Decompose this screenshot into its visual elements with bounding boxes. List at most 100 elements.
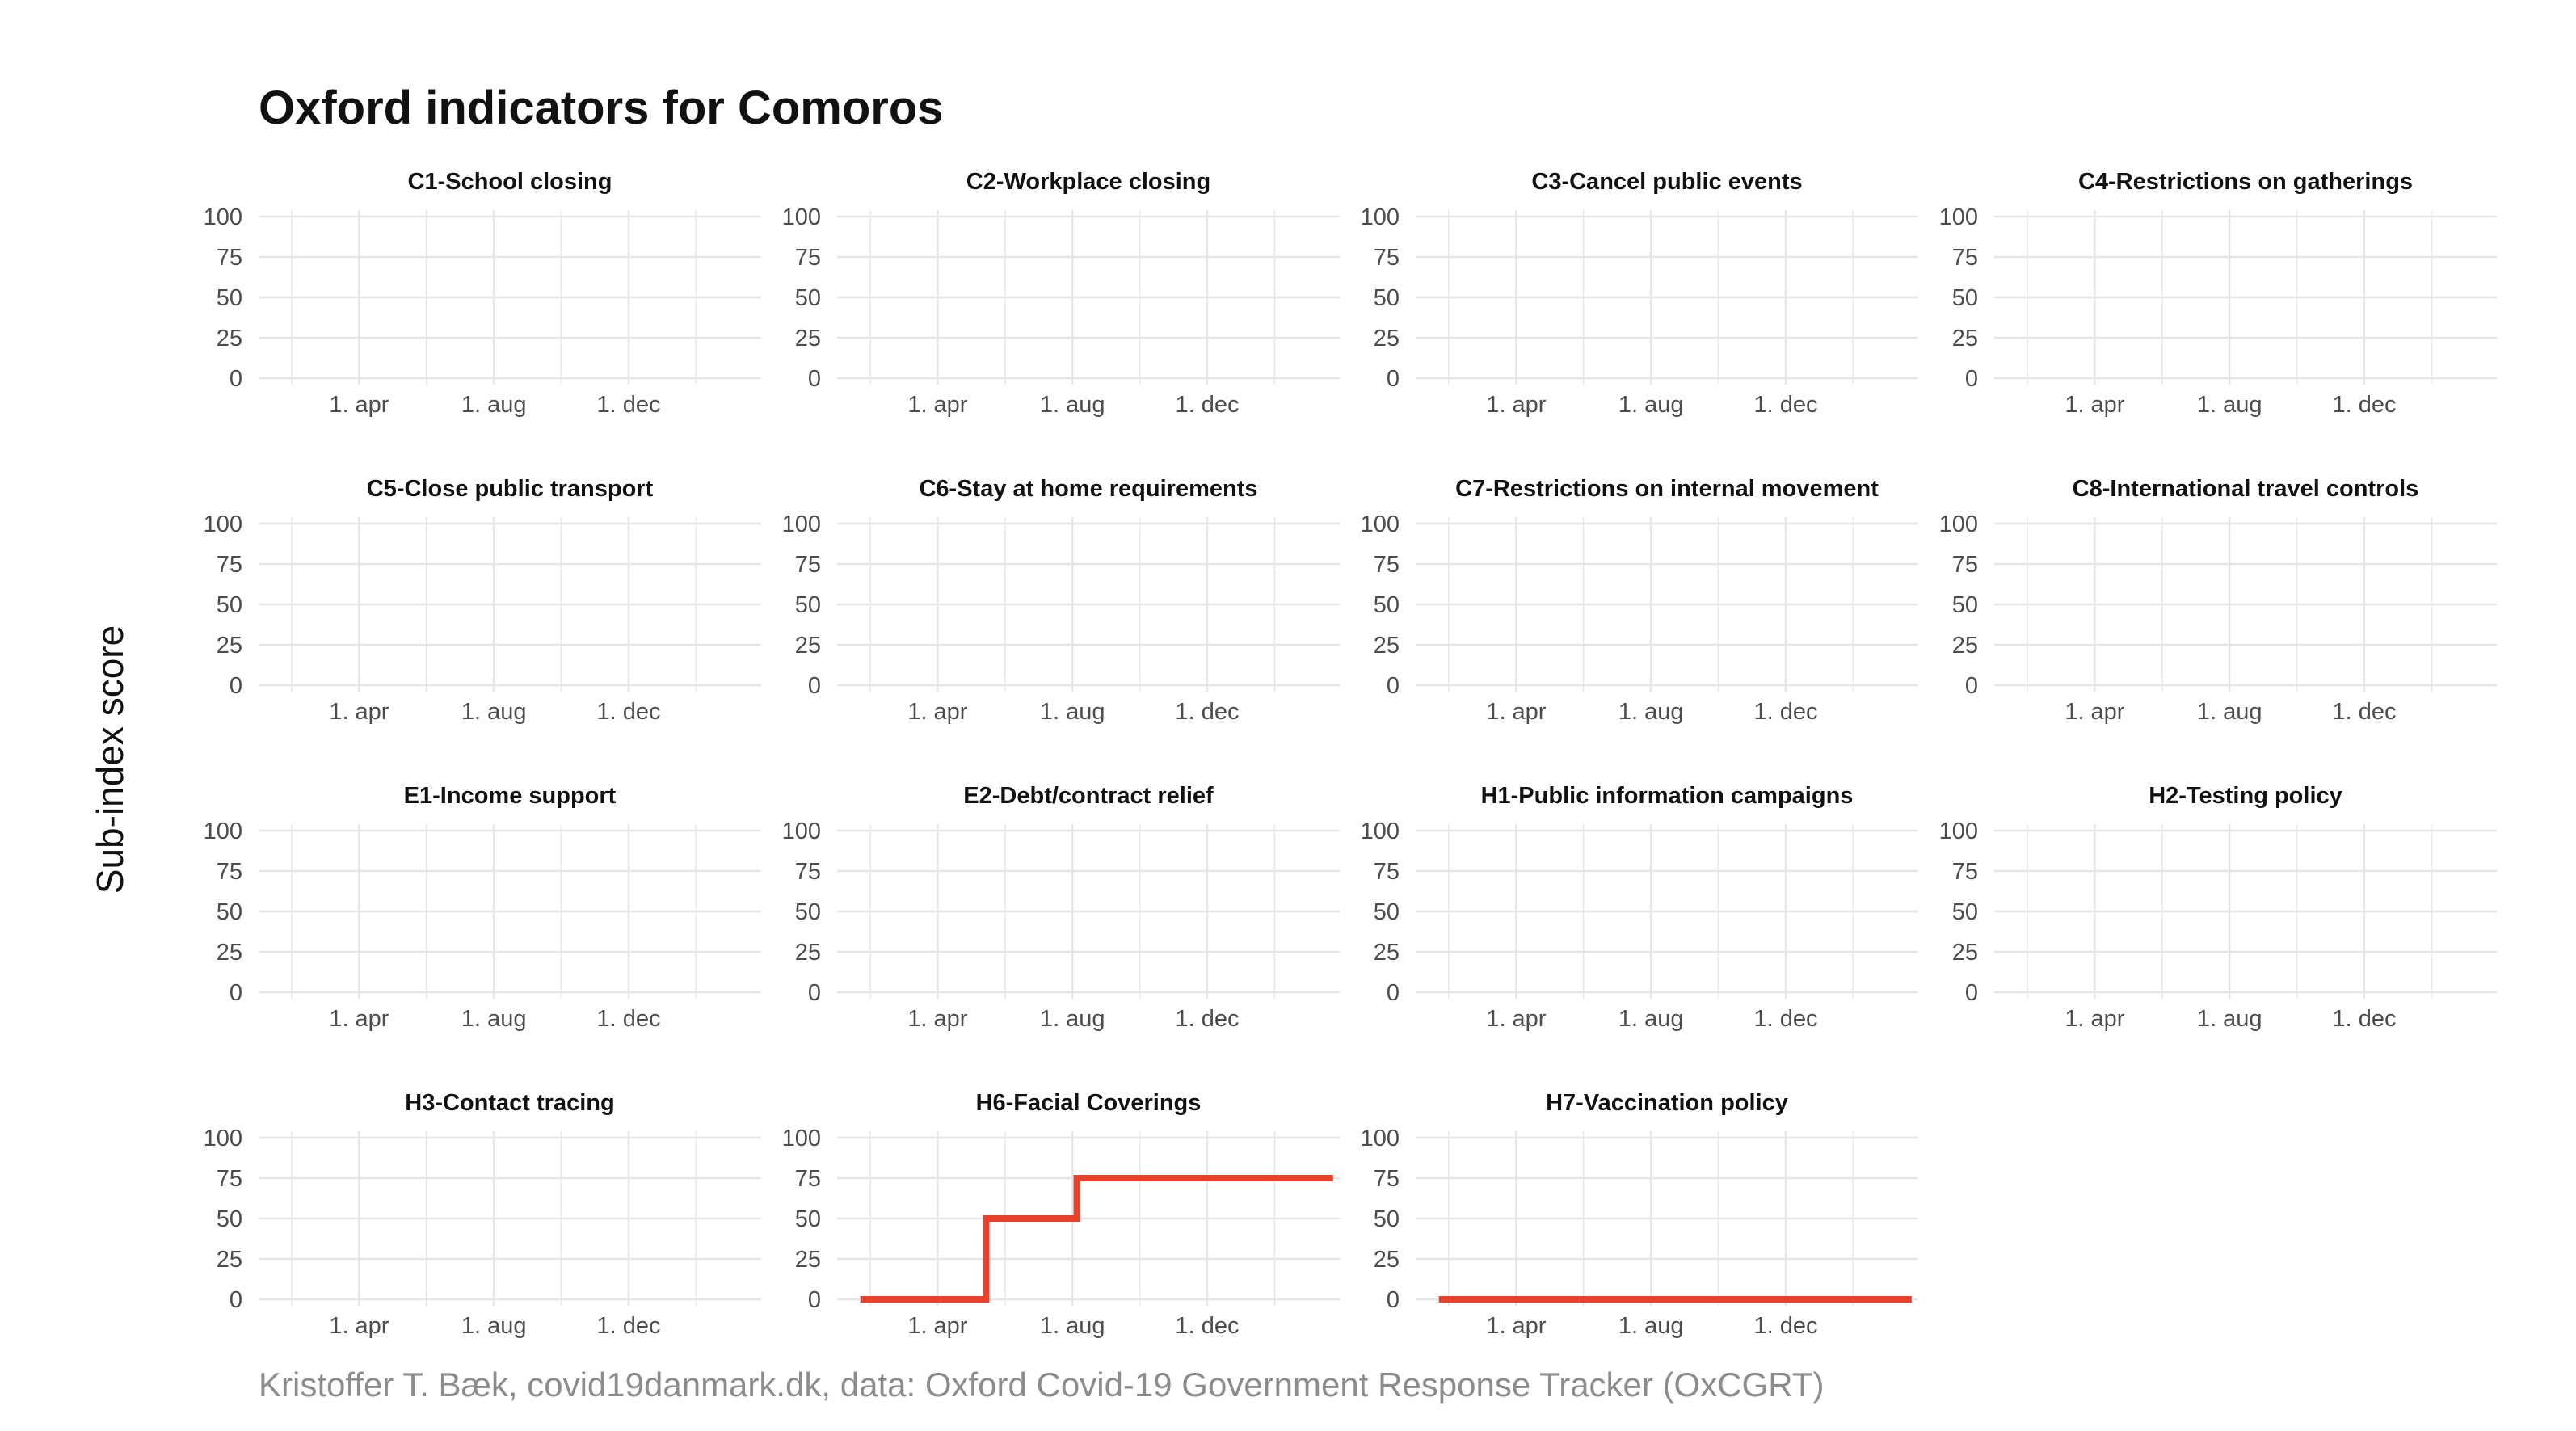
facet-panel: 0 25 50 75 100 1. apr 1. aug 1. dec C5-Close pub…: [204, 476, 761, 725]
x-tick-label: 1. aug: [1040, 699, 1105, 725]
panel-title: C5-Close public transport: [367, 476, 654, 502]
x-tick-label: 1. aug: [1040, 392, 1105, 418]
y-tick-label: 0: [1965, 366, 1978, 392]
x-tick-label: 1. dec: [1175, 1313, 1239, 1339]
panel-title: E2-Debt/contract relief: [963, 783, 1214, 809]
y-tick-label: 50: [1374, 592, 1400, 618]
y-tick-label: 50: [795, 899, 821, 925]
y-tick-label: 75: [1952, 245, 1978, 271]
y-tick-label: 100: [782, 511, 821, 537]
y-tick-label: 50: [1374, 899, 1400, 925]
panel-title: C2-Workplace closing: [966, 169, 1210, 195]
x-tick-label: 1. dec: [596, 1313, 660, 1339]
y-tick-label: 0: [1965, 980, 1978, 1006]
y-tick-label: 0: [1387, 980, 1400, 1006]
y-tick-label: 75: [217, 1166, 242, 1192]
panel-title: H3-Contact tracing: [405, 1090, 614, 1116]
facet-panel: 0 25 50 75 100 1. apr 1. aug 1. dec H6-Facial Co…: [782, 1090, 1340, 1339]
y-tick-label: 50: [217, 285, 242, 311]
y-tick-label: 50: [217, 899, 242, 925]
y-tick-label: 100: [1939, 204, 1978, 230]
x-tick-label: 1. dec: [1175, 392, 1239, 418]
facet-panel: 0 25 50 75 100 1. apr 1. aug 1. dec H1-Public in…: [1361, 783, 1918, 1032]
facet-panel: 0 25 50 75 100 1. apr 1. aug 1. dec E2-Debt/cont…: [782, 783, 1340, 1032]
y-tick-label: 100: [204, 1126, 242, 1151]
series-line: [860, 1175, 1333, 1303]
x-tick-label: 1. apr: [907, 1006, 967, 1032]
x-tick-label: 1. apr: [2065, 1006, 2124, 1032]
x-tick-label: 1. dec: [596, 1006, 660, 1032]
x-tick-label: 1. aug: [1618, 1006, 1684, 1032]
y-tick-label: 100: [1361, 511, 1400, 537]
y-tick-label: 75: [795, 1166, 821, 1192]
y-tick-label: 75: [1374, 245, 1400, 271]
y-tick-label: 75: [1374, 1166, 1400, 1192]
y-tick-label: 75: [1374, 859, 1400, 885]
facet-panel: 0 25 50 75 100 1. apr 1. aug 1. dec C1-School cl…: [204, 169, 761, 418]
y-tick-label: 75: [217, 245, 242, 271]
x-tick-label: 1. aug: [461, 392, 527, 418]
x-tick-label: 1. aug: [1618, 1313, 1684, 1339]
x-tick-label: 1. aug: [461, 1313, 527, 1339]
y-tick-label: 50: [217, 1206, 242, 1232]
y-tick-label: 100: [204, 819, 242, 844]
x-tick-label: 1. apr: [907, 1313, 967, 1339]
facet-panel: 0 25 50 75 100 1. apr 1. aug 1. dec C2-Workplace…: [782, 169, 1340, 418]
x-tick-label: 1. dec: [1175, 699, 1239, 725]
y-tick-label: 50: [1952, 899, 1978, 925]
facet-panel: 0 25 50 75 100 1. apr 1. aug 1. dec H3-Contact t…: [204, 1090, 761, 1339]
y-tick-label: 25: [1374, 326, 1400, 351]
y-tick-label: 100: [782, 1126, 821, 1151]
y-tick-label: 25: [795, 326, 821, 351]
y-tick-label: 100: [1939, 511, 1978, 537]
y-tick-label: 100: [1361, 204, 1400, 230]
y-tick-label: 0: [1387, 1287, 1400, 1313]
y-tick-label: 25: [1952, 326, 1978, 351]
panel-title: C3-Cancel public events: [1531, 169, 1802, 195]
x-tick-label: 1. apr: [329, 1313, 389, 1339]
y-tick-label: 25: [217, 633, 242, 659]
x-tick-label: 1. dec: [2332, 392, 2396, 418]
x-tick-label: 1. apr: [329, 1006, 389, 1032]
y-tick-label: 0: [808, 673, 821, 699]
x-tick-label: 1. dec: [1175, 1006, 1239, 1032]
y-tick-label: 0: [229, 1287, 242, 1313]
y-tick-label: 25: [1952, 940, 1978, 966]
y-tick-label: 25: [217, 326, 242, 351]
panel-title: E1-Income support: [404, 783, 617, 809]
panel-title: C7-Restrictions on internal movement: [1455, 476, 1879, 502]
panel-title: H7-Vaccination policy: [1546, 1090, 1788, 1116]
y-tick-label: 25: [795, 633, 821, 659]
y-tick-label: 100: [1361, 819, 1400, 844]
y-tick-label: 50: [1952, 592, 1978, 618]
x-tick-label: 1. apr: [1486, 699, 1546, 725]
y-tick-label: 75: [217, 552, 242, 578]
x-tick-label: 1. aug: [1040, 1006, 1105, 1032]
x-tick-label: 1. apr: [2065, 699, 2124, 725]
y-tick-label: 50: [795, 592, 821, 618]
x-tick-label: 1. aug: [1040, 1313, 1105, 1339]
x-tick-label: 1. apr: [1486, 1006, 1546, 1032]
x-tick-label: 1. apr: [329, 699, 389, 725]
x-tick-label: 1. dec: [1753, 1006, 1817, 1032]
x-tick-label: 1. dec: [2332, 1006, 2396, 1032]
y-tick-label: 25: [1374, 633, 1400, 659]
y-tick-label: 25: [217, 1247, 242, 1273]
x-tick-label: 1. aug: [461, 699, 527, 725]
y-tick-label: 25: [1374, 1247, 1400, 1273]
chart-title: Oxford indicators for Comoros: [259, 82, 944, 134]
y-tick-label: 50: [1374, 1206, 1400, 1232]
y-tick-label: 0: [1387, 673, 1400, 699]
x-tick-label: 1. apr: [1486, 1313, 1546, 1339]
x-tick-label: 1. aug: [2197, 1006, 2262, 1032]
y-tick-label: 0: [229, 673, 242, 699]
y-tick-label: 75: [795, 859, 821, 885]
y-tick-label: 50: [217, 592, 242, 618]
x-tick-label: 1. apr: [907, 392, 967, 418]
panel-title: H2-Testing policy: [2149, 783, 2342, 809]
y-tick-label: 25: [1374, 940, 1400, 966]
y-tick-label: 25: [217, 940, 242, 966]
y-tick-label: 25: [1952, 633, 1978, 659]
y-tick-label: 75: [217, 859, 242, 885]
